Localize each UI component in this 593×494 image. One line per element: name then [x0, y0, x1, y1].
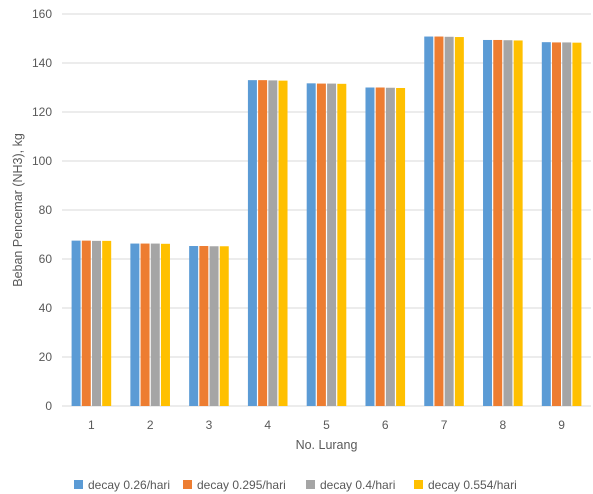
- gridlines: [62, 13, 591, 407]
- bar: [396, 87, 406, 407]
- x-tick-label: 7: [441, 418, 448, 432]
- bar: [365, 87, 375, 406]
- bar: [130, 243, 140, 406]
- bar: [541, 42, 551, 407]
- bar: [513, 40, 523, 407]
- bar: [337, 83, 347, 406]
- bar: [209, 246, 219, 406]
- legend-item: decay 0.4/hari: [306, 478, 395, 492]
- bar: [424, 36, 434, 406]
- y-tick-label: 100: [32, 154, 52, 168]
- x-tick-label: 6: [382, 418, 389, 432]
- y-tick-label: 20: [39, 350, 53, 364]
- bar: [385, 87, 395, 407]
- legend-swatch: [414, 480, 423, 489]
- bar: [140, 243, 150, 406]
- bar: [160, 243, 170, 406]
- bar: [189, 246, 199, 406]
- bar: [91, 240, 101, 406]
- legend-swatch: [74, 480, 83, 489]
- legend: decay 0.26/hari decay 0.295/hari decay 0.4…: [74, 478, 517, 492]
- y-tick-label: 40: [39, 301, 53, 315]
- y-tick-label: 0: [45, 399, 52, 413]
- bar: [572, 42, 582, 406]
- y-tick-label: 140: [32, 56, 52, 70]
- bar: [327, 83, 337, 406]
- x-tick-label: 5: [323, 418, 330, 432]
- y-tick-labels: 0 20 40 60 80 100 120 140 160: [32, 7, 52, 413]
- bar: [503, 40, 513, 407]
- legend-swatch: [183, 480, 192, 489]
- y-tick-label: 60: [39, 252, 53, 266]
- bar: [552, 42, 562, 407]
- x-tick-label: 9: [558, 418, 565, 432]
- bar: [268, 80, 278, 407]
- bar: [434, 36, 444, 406]
- legend-label: decay 0.4/hari: [320, 478, 395, 492]
- x-axis-title: No. Lurang: [296, 438, 358, 452]
- legend-label: decay 0.295/hari: [197, 478, 286, 492]
- bar: [454, 37, 464, 406]
- legend-item: decay 0.554/hari: [414, 478, 517, 492]
- bar: [316, 83, 326, 406]
- bar: [493, 39, 503, 406]
- x-tick-label: 4: [264, 418, 271, 432]
- x-tick-label: 2: [147, 418, 154, 432]
- bars: [71, 36, 582, 407]
- legend-label: decay 0.554/hari: [428, 478, 517, 492]
- bar: [278, 80, 288, 406]
- bar: [150, 243, 160, 406]
- bar: [219, 246, 229, 406]
- y-tick-label: 80: [39, 203, 53, 217]
- y-tick-label: 160: [32, 7, 52, 21]
- bar: [81, 240, 91, 406]
- y-tick-label: 120: [32, 105, 52, 119]
- bar: [306, 83, 316, 407]
- bar: [102, 240, 112, 406]
- legend-label: decay 0.26/hari: [88, 478, 170, 492]
- x-tick-label: 1: [88, 418, 95, 432]
- bar: [71, 240, 81, 406]
- bar: [247, 80, 257, 407]
- bar: [444, 36, 454, 406]
- bar: [562, 42, 572, 407]
- legend-swatch: [306, 480, 315, 489]
- bar: [199, 246, 209, 406]
- x-tick-labels: 1 2 3 4 5 6 7 8 9: [88, 418, 565, 432]
- x-tick-label: 3: [206, 418, 213, 432]
- bar: [375, 87, 385, 406]
- bar: [483, 39, 493, 406]
- legend-item: decay 0.295/hari: [183, 478, 286, 492]
- legend-item: decay 0.26/hari: [74, 478, 170, 492]
- y-axis-title: Beban Pencemar (NH3), kg: [11, 133, 25, 287]
- x-tick-label: 8: [499, 418, 506, 432]
- bar: [258, 80, 268, 407]
